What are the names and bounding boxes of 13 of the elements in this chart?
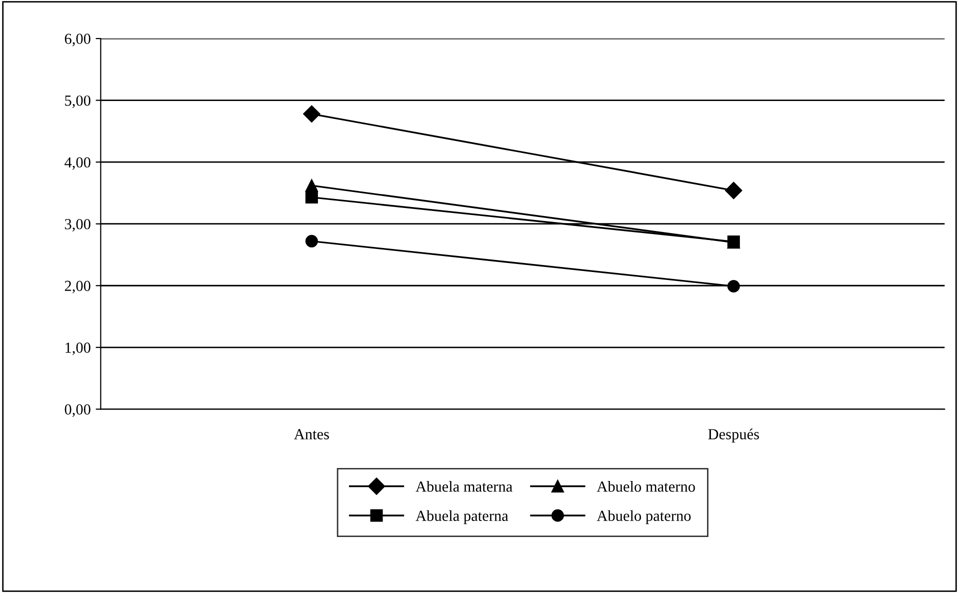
y-tick-label: 0,00 — [64, 404, 90, 417]
legend-label: Abuelo materno — [596, 481, 695, 492]
y-tick-label: 1,00 — [66, 342, 90, 356]
x-tick-label: Antes — [294, 429, 329, 440]
y-tick-label: 3,00 — [64, 219, 90, 232]
x-tick-label: Después — [708, 428, 759, 442]
y-tick-label: 2,00 — [64, 280, 90, 294]
legend-label: Abuela paterna — [416, 510, 508, 524]
y-tick-label: 4,00 — [64, 157, 90, 170]
y-tick-label: 6,00 — [64, 34, 90, 46]
y-tick-label: 5,00 — [65, 95, 90, 108]
legend-label: Abuelo paterno — [596, 510, 691, 524]
legend-label: Abuela materna — [416, 481, 512, 492]
